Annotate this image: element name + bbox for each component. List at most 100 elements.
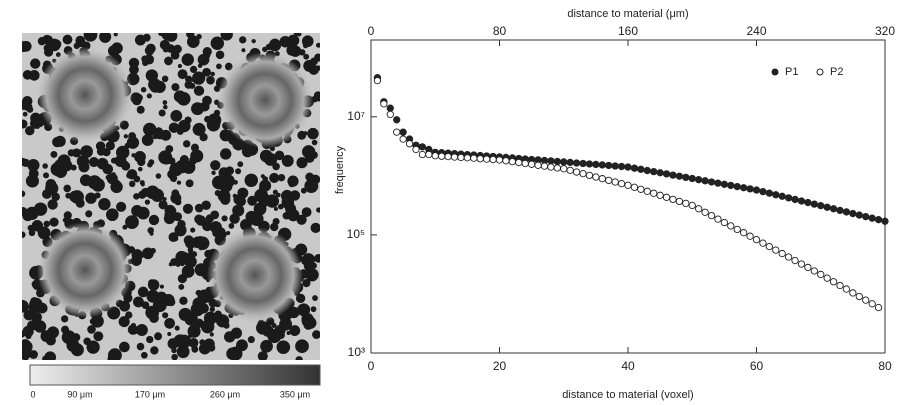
- point: [797, 260, 806, 268]
- particle: [207, 344, 216, 352]
- point: [759, 239, 767, 247]
- point: [431, 152, 439, 160]
- particle: [85, 35, 91, 41]
- particle: [159, 284, 164, 289]
- point: [380, 100, 388, 108]
- point: [457, 153, 465, 162]
- particle: [131, 255, 142, 266]
- particle: [267, 329, 282, 344]
- particle: [210, 71, 215, 77]
- particle: [27, 158, 40, 172]
- particle: [194, 214, 204, 224]
- particle: [75, 198, 85, 208]
- particle: [72, 148, 82, 158]
- particle: [307, 127, 319, 140]
- x-tick-label: 80: [878, 359, 892, 373]
- particle: [315, 42, 320, 48]
- colorbar-label: 0: [30, 389, 35, 399]
- point: [778, 249, 786, 258]
- particle: [119, 341, 130, 353]
- particle: [232, 204, 245, 217]
- point: [624, 163, 632, 171]
- colorbar-label: 170 μm: [135, 389, 165, 399]
- particle: [85, 210, 93, 218]
- particle: [205, 214, 214, 223]
- particle: [257, 351, 268, 360]
- particle: [309, 152, 315, 158]
- particle: [31, 324, 37, 331]
- particle: [170, 109, 183, 122]
- point: [836, 281, 844, 290]
- particle: [194, 203, 204, 213]
- particle: [122, 224, 128, 230]
- point: [740, 229, 748, 237]
- particle: [25, 333, 32, 340]
- particle: [50, 150, 58, 158]
- particle: [183, 165, 188, 170]
- point: [630, 183, 639, 191]
- point: [521, 159, 529, 168]
- x2-tick-label: 160: [618, 24, 638, 38]
- legend-label: P1: [785, 66, 798, 78]
- point: [714, 215, 722, 223]
- point: [650, 189, 658, 197]
- particle: [297, 33, 302, 37]
- particle: [287, 208, 300, 222]
- particle: [70, 164, 77, 171]
- point: [733, 182, 741, 191]
- particle: [94, 192, 101, 199]
- point: [695, 205, 703, 213]
- particle: [146, 93, 152, 99]
- point: [874, 216, 883, 224]
- point: [778, 192, 786, 200]
- x-tick-label: 0: [368, 359, 375, 373]
- particle: [129, 64, 139, 75]
- particle: [202, 47, 212, 57]
- point: [810, 200, 818, 208]
- particle: [286, 330, 291, 336]
- particle: [315, 65, 320, 71]
- particle: [182, 140, 191, 148]
- particle: [214, 190, 221, 197]
- point: [598, 161, 606, 169]
- particle: [162, 312, 169, 319]
- particle: [177, 69, 188, 80]
- point: [797, 197, 806, 205]
- point: [412, 145, 420, 154]
- particle: [176, 345, 190, 359]
- point: [855, 211, 863, 219]
- point: [476, 155, 484, 163]
- particle: [204, 115, 211, 123]
- particle: [218, 167, 230, 179]
- particle: [137, 286, 149, 298]
- point: [560, 165, 568, 173]
- point: [630, 164, 639, 172]
- particle: [85, 192, 97, 204]
- particle: [116, 145, 130, 160]
- particle: [305, 268, 319, 282]
- particle: [158, 33, 164, 36]
- particle: [78, 161, 90, 173]
- point: [765, 189, 773, 197]
- pore: [37, 222, 133, 318]
- particle: [178, 283, 185, 290]
- particle: [295, 339, 309, 354]
- point: [585, 160, 594, 168]
- particle: [29, 297, 43, 311]
- particle: [233, 194, 244, 205]
- colorbar-label: 90 μm: [67, 389, 92, 399]
- particle: [31, 311, 42, 323]
- particle: [22, 40, 32, 52]
- particle: [215, 314, 230, 328]
- particle: [42, 189, 52, 199]
- plot-frame: [370, 39, 886, 354]
- point: [643, 166, 651, 175]
- particle: [31, 280, 39, 288]
- particle: [192, 108, 198, 114]
- particle: [42, 163, 48, 169]
- particle: [30, 112, 42, 124]
- particle: [43, 44, 52, 52]
- particle: [215, 50, 225, 60]
- pore: [217, 52, 313, 148]
- x2-axis-title: distance to material (μm): [567, 8, 688, 20]
